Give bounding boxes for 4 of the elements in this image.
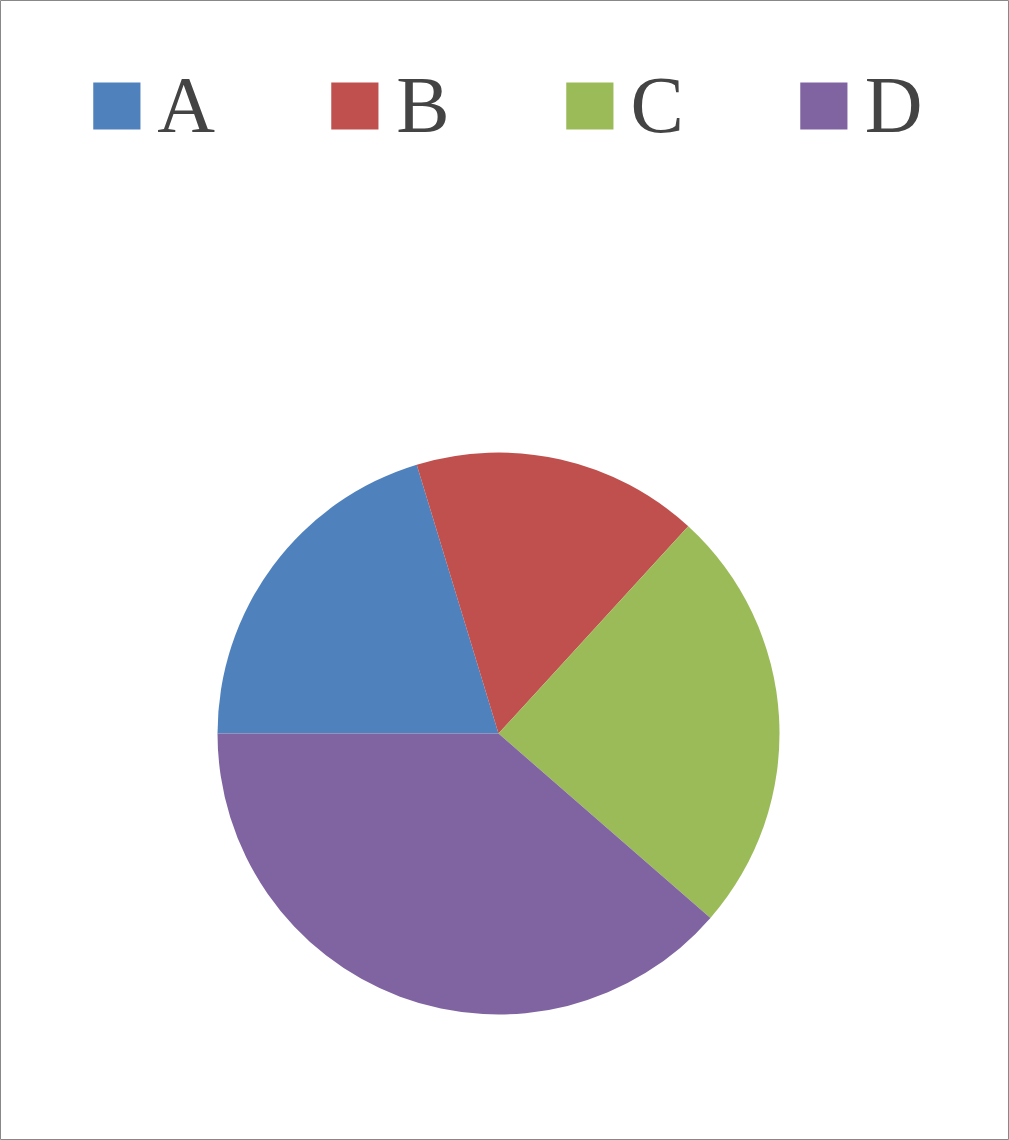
- legend-label: A: [157, 60, 216, 151]
- legend-label: D: [864, 60, 923, 151]
- legend-label: C: [630, 60, 684, 151]
- legend-label: B: [396, 60, 450, 151]
